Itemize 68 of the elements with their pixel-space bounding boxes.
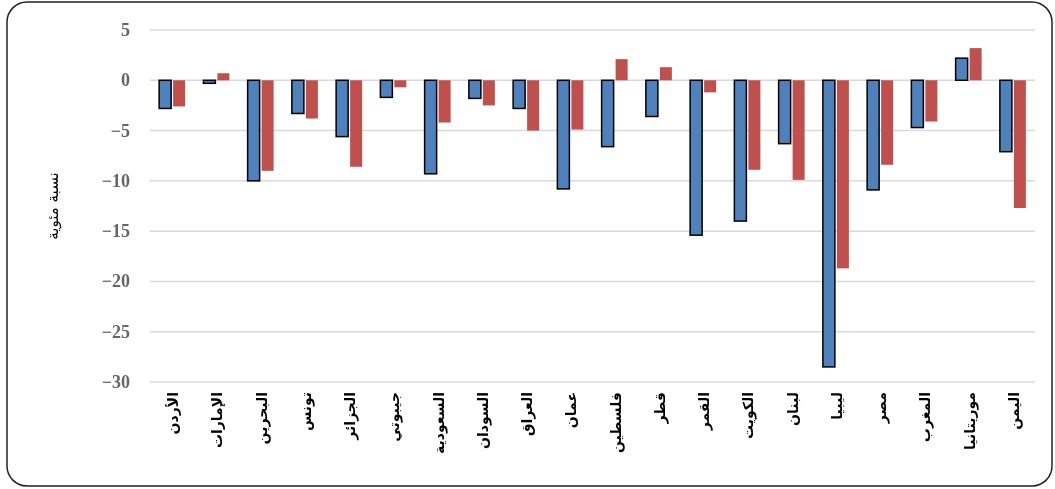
- x-tick-label: الجزائر: [342, 392, 360, 441]
- bar: [305, 80, 318, 119]
- y-tick-label: −25: [101, 321, 130, 342]
- bar: [910, 79, 925, 129]
- bar: [645, 79, 659, 118]
- x-tick-label: عمان: [563, 392, 580, 429]
- bar: [261, 80, 274, 171]
- bar: [1013, 80, 1026, 209]
- bar: [866, 79, 880, 191]
- bar: [217, 73, 230, 81]
- bar: [733, 79, 748, 222]
- y-tick-label: −5: [110, 120, 130, 141]
- x-tick-label: الإمارات: [209, 392, 227, 449]
- bar: [777, 79, 792, 145]
- bar: [291, 79, 305, 115]
- bar: [423, 79, 438, 175]
- bar: [394, 80, 407, 88]
- y-tick-label: −30: [101, 372, 130, 392]
- y-tick-label: −20: [101, 271, 130, 292]
- bar: [748, 80, 761, 170]
- x-tick-label: ليبيا: [828, 392, 845, 420]
- x-tick-label: البحرين: [253, 392, 271, 445]
- x-tick-label: العراق: [519, 392, 537, 436]
- x-tick-label: لبنان: [784, 392, 801, 426]
- x-tick-label: جيبوتي: [386, 392, 404, 442]
- bar: [158, 79, 172, 110]
- bar: [822, 79, 836, 368]
- bar: [954, 57, 969, 82]
- bar: [969, 48, 982, 81]
- x-tick-label: المغرب: [917, 392, 935, 443]
- bar: [246, 79, 261, 182]
- x-tick-label: تونس: [297, 392, 315, 432]
- x-tick-label: اليمن: [1005, 392, 1023, 430]
- bar: [571, 80, 584, 130]
- x-tick-label: مصر: [873, 392, 891, 425]
- bar: [512, 79, 526, 110]
- bar: [600, 79, 615, 148]
- bar: [335, 79, 349, 138]
- bar: [482, 80, 495, 106]
- bar: [881, 80, 894, 165]
- x-tick-label: موريتانيا: [961, 392, 979, 450]
- bar: [173, 80, 186, 107]
- y-tick-label: 0: [121, 70, 130, 91]
- x-tick-label: قطر: [651, 392, 669, 425]
- y-axis-title: نسبة مئوية: [44, 172, 62, 240]
- bar: [527, 80, 540, 131]
- bar: [925, 80, 938, 122]
- bar: [704, 80, 717, 93]
- bar: [350, 80, 363, 167]
- bar: [659, 67, 672, 81]
- bar: [689, 79, 703, 236]
- x-tick-label: الأردن: [165, 392, 182, 435]
- x-tick-label: السعودية: [430, 392, 448, 454]
- x-tick-label: القمر: [696, 392, 714, 432]
- bar: [556, 79, 571, 190]
- y-tick-label: −15: [101, 221, 130, 242]
- y-tick-label: 5: [121, 20, 130, 40]
- bar: [379, 79, 394, 99]
- bar: [999, 79, 1013, 153]
- x-tick-label: السودان: [474, 392, 492, 450]
- bar: [438, 80, 451, 123]
- bar: [792, 80, 805, 180]
- x-tick-label: فلسطين: [607, 392, 625, 454]
- x-tick-label: الكويت: [740, 392, 758, 440]
- y-tick-label: −10: [101, 170, 130, 191]
- bar: [836, 80, 849, 269]
- bar: [468, 79, 482, 100]
- bar: [615, 59, 628, 81]
